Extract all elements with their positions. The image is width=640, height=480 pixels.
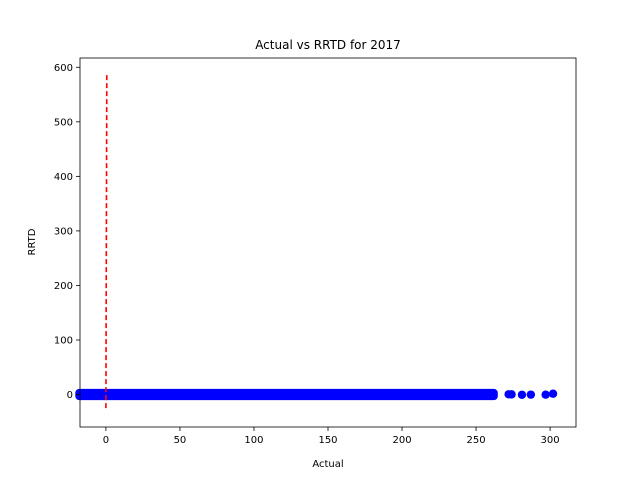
x-tick-label: 150	[318, 435, 337, 446]
y-tick-label: 200	[54, 281, 73, 292]
scatter-point	[541, 390, 550, 399]
y-tick-label: 0	[67, 390, 73, 401]
y-tick-label: 100	[54, 336, 73, 347]
scatter-point	[507, 390, 516, 399]
y-tick-label: 300	[54, 226, 73, 237]
y-tick-label: 500	[54, 117, 73, 128]
x-tick-label: 50	[174, 435, 187, 446]
x-tick-label: 100	[244, 435, 263, 446]
scatter-point	[526, 390, 536, 399]
x-axis-ticks: 0 50 100 150 200 250 300	[103, 427, 560, 446]
y-tick-label: 400	[54, 172, 73, 183]
y-axis-ticks: 0 100 200 300 400 500 600	[54, 63, 80, 401]
x-tick-label: 250	[467, 435, 486, 446]
scatter-point	[548, 389, 558, 398]
chart-title: Actual vs RRTD for 2017	[255, 38, 401, 52]
plot-background	[80, 58, 576, 427]
y-axis-label: RRTD	[27, 228, 38, 255]
x-axis-label: Actual	[312, 459, 343, 470]
x-tick-label: 200	[392, 435, 411, 446]
x-tick-label: 300	[541, 435, 560, 446]
x-tick-label: 0	[103, 435, 109, 446]
y-tick-label: 600	[54, 63, 73, 74]
scatter-layer	[75, 388, 558, 401]
scatter-point	[517, 390, 527, 399]
scatter-point-band	[75, 388, 498, 401]
